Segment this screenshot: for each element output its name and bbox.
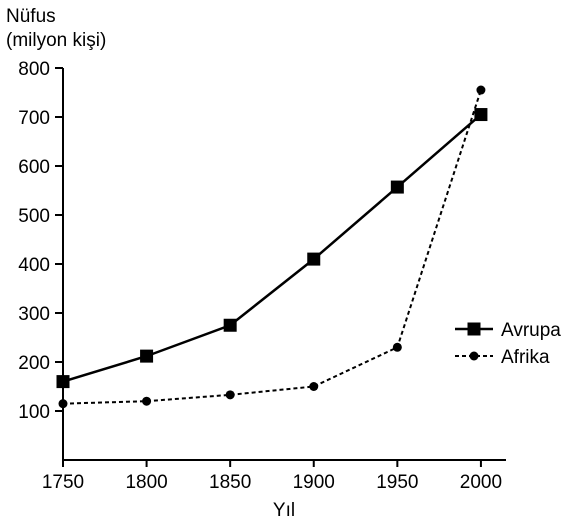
x-tick-label: 1950 (376, 472, 418, 493)
y-ticks: 100 200 300 400 500 600 700 800 (18, 59, 63, 423)
x-axis-label: Yıl (273, 500, 295, 521)
x-tick-label: 2000 (460, 472, 502, 493)
y-tick-label: 300 (18, 304, 50, 325)
x-tick-label: 1850 (209, 472, 251, 493)
data-point-avrupa (140, 349, 154, 363)
legend-swatch-marker-afrika (469, 351, 479, 361)
data-point-afrika (225, 390, 235, 400)
data-point-avrupa (307, 252, 321, 266)
y-tick-label: 700 (18, 108, 50, 129)
series-line-avrupa (62, 113, 482, 383)
y-tick-label: 500 (18, 206, 50, 227)
data-point-avrupa (56, 375, 70, 389)
x-ticks: 1750 1800 1850 1900 1950 2000 (42, 460, 502, 493)
y-tick-label: 100 (18, 402, 50, 423)
series-markers (56, 85, 488, 409)
data-point-afrika (58, 399, 68, 409)
data-point-avrupa (223, 318, 237, 332)
y-tick-label: 400 (18, 255, 50, 276)
y-tick-label: 200 (18, 353, 50, 374)
legend-label-afrika: Afrika (501, 347, 550, 368)
y-tick-label: 600 (18, 157, 50, 178)
y-axis-label-line-2: (milyon kişi) (6, 30, 106, 51)
data-point-afrika (309, 382, 319, 391)
legend-swatch-marker-avrupa (467, 322, 481, 336)
legend: Avrupa Afrika (455, 320, 561, 368)
series-lines (62, 89, 482, 405)
data-point-avrupa (390, 180, 404, 194)
data-point-afrika (392, 342, 402, 352)
series-line-afrika (62, 89, 482, 405)
y-tick-label: 800 (18, 59, 50, 80)
x-tick-label: 1900 (293, 472, 335, 493)
x-tick-label: 1800 (125, 472, 167, 493)
data-point-avrupa (474, 108, 488, 122)
data-point-afrika (142, 396, 152, 406)
y-axis-label-line-1: Nüfus (6, 6, 56, 27)
legend-label-avrupa: Avrupa (501, 320, 561, 341)
x-tick-label: 1750 (42, 472, 84, 493)
data-point-afrika (476, 85, 486, 95)
